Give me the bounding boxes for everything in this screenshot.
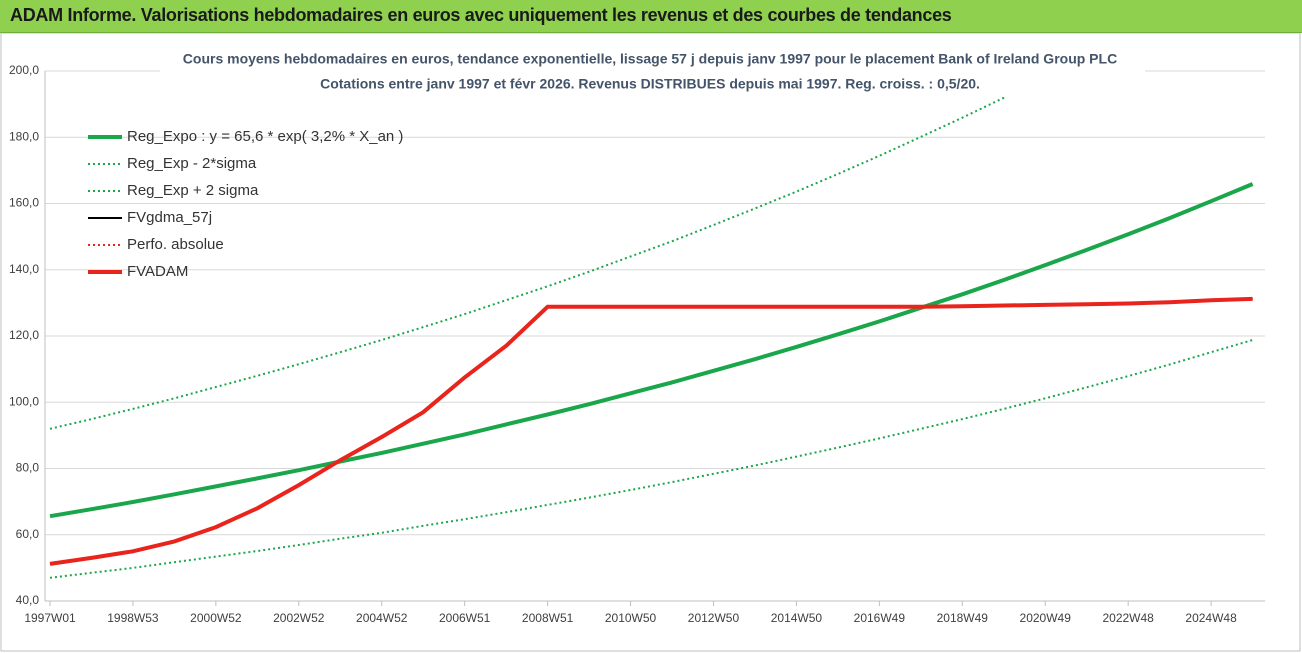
legend-label: Reg_Exp + 2 sigma <box>127 182 259 199</box>
legend-label: Reg_Expo : y = 65,6 * exp( 3,2% * X_an ) <box>127 128 403 145</box>
x-tick-label: 1998W53 <box>107 611 159 625</box>
y-tick-label: 140,0 <box>9 262 39 276</box>
x-tick-label: 2006W51 <box>439 611 491 625</box>
legend-label: FVADAM <box>127 263 188 280</box>
x-tick-label: 2022W48 <box>1102 611 1154 625</box>
series-line <box>49 182 1254 519</box>
y-tick-label: 120,0 <box>9 328 39 342</box>
x-tick-label: 2024W48 <box>1185 611 1237 625</box>
y-tick-label: 60,0 <box>16 527 40 541</box>
x-tick-label: 2000W52 <box>190 611 242 625</box>
series-line <box>49 296 1253 566</box>
x-tick-label: 2012W50 <box>688 611 740 625</box>
x-tick-label: 1997W01 <box>24 611 76 625</box>
y-tick-label: 40,0 <box>16 593 40 607</box>
legend-label: Reg_Exp - 2*sigma <box>127 155 257 172</box>
y-tick-label: 80,0 <box>16 461 40 475</box>
y-tick-label: 200,0 <box>9 63 39 77</box>
x-tick-label: 2008W51 <box>522 611 574 625</box>
x-tick-label: 2002W52 <box>273 611 325 625</box>
banner: ADAM Informe. Valorisations hebdomadaire… <box>0 0 1302 33</box>
x-tick-label: 2020W49 <box>1020 611 1072 625</box>
x-tick-label: 2010W50 <box>605 611 657 625</box>
banner-title: ADAM Informe. Valorisations hebdomadaire… <box>10 5 952 25</box>
legend-label: Perfo. absolue <box>127 236 224 253</box>
chart-frame <box>0 33 1301 652</box>
chart: 40,0 60,0 80,0 100,0 120,0 140,0 160,0 180,0 200… <box>0 33 1301 652</box>
x-tick-label: 2018W49 <box>937 611 989 625</box>
y-tick-label: 100,0 <box>9 394 39 408</box>
x-tick-label: 2016W49 <box>854 611 906 625</box>
series-line <box>49 297 1253 565</box>
chart-title: Cours moyens hebdomadaires en euros, ten… <box>183 51 1117 67</box>
series-line <box>49 339 1253 579</box>
chart-subtitle: Cotations entre janv 1997 et févr 2026. … <box>320 76 980 92</box>
legend-label: FVgdma_57j <box>127 209 212 226</box>
x-tick-label: 2004W52 <box>356 611 408 625</box>
series-line <box>49 297 1253 565</box>
title-box <box>160 47 1145 97</box>
y-tick-label: 160,0 <box>9 196 39 210</box>
y-tick-label: 180,0 <box>9 129 39 143</box>
x-tick-label: 2014W50 <box>771 611 823 625</box>
